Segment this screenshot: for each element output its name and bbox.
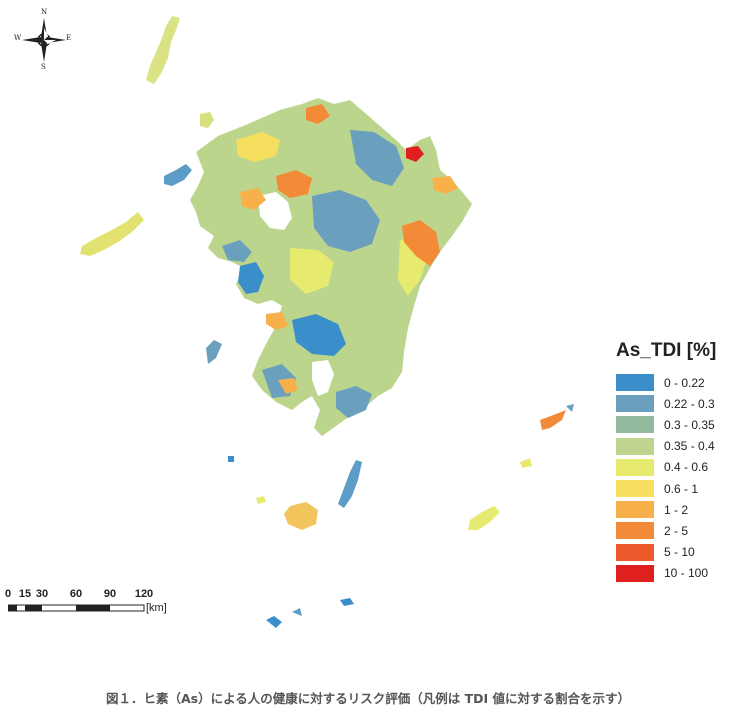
blue-zone-south [292,314,346,356]
legend-swatch [616,458,654,476]
blue-zone-west [238,262,264,294]
southern-islet-4 [340,598,354,606]
blue-zone-center [312,190,380,252]
orange-zone-south [278,378,298,394]
legend-label: 0.3 - 0.35 [664,417,715,432]
amami-oshima [540,410,566,430]
scale-bar-graphic [8,604,145,612]
scale-tick-label: 120 [134,588,154,600]
scale-tick-label: 15 [18,588,32,600]
kagoshima-bay [312,360,334,396]
compass-west-label: W [14,34,22,42]
orange-zone-northcoast [306,104,330,124]
legend-label: 0 - 0.22 [664,375,705,390]
southern-islet-2 [266,616,282,628]
legend-label: 0.6 - 1 [664,481,699,496]
scale-tick-label: 60 [69,588,83,600]
koshiki-islands [206,340,222,364]
legend-item: 0.4 - 0.6 [616,457,734,478]
compass-icon [22,18,66,62]
scale-tick-label: 0 [4,588,12,600]
legend-item: 0.35 - 0.4 [616,436,734,457]
blue-zone-osumi [336,386,372,418]
legend-swatch [616,522,654,540]
southern-islet-5 [520,458,532,468]
legend-swatch [616,480,654,498]
southern-islet-3 [292,608,302,616]
legend-item: 0.22 - 0.3 [616,393,734,414]
tsushima-island [146,16,180,84]
legend-swatch [616,437,654,455]
scale-tick-label: 30 [35,588,49,600]
legend-item: 10 - 100 [616,563,734,584]
northwest-islets [164,164,192,186]
compass-rose: N S E W [14,8,74,71]
compass-north-label: N [41,8,48,16]
blue-zone-north [350,130,404,186]
legend-items: 0 - 0.22 0.22 - 0.3 0.3 - 0.35 0.35 - 0.4 0.… [616,372,734,584]
legend-item: 2 - 5 [616,520,734,541]
ariake-sea [258,192,292,230]
compass-south-label: S [41,63,46,71]
legend-label: 0.35 - 0.4 [664,439,715,454]
orange-zone-east-coast [432,176,458,194]
legend-swatch [616,374,654,392]
legend-label: 1 - 2 [664,502,689,517]
iki-island [200,112,214,128]
map-regions [80,16,574,628]
legend-swatch [616,543,654,561]
legend-label: 0.22 - 0.3 [664,396,715,411]
yellow-zone-north [236,132,280,162]
kikai-island [566,404,574,412]
legend-item: 5 - 10 [616,542,734,563]
orange-zone-oita [402,220,440,266]
red-hotspot-kitakyushu [406,146,424,162]
legend-label: 5 - 10 [664,545,695,560]
yellow-zone-kumamoto [290,248,334,294]
tokara-islets [256,496,266,504]
legend-item: 0.6 - 1 [616,478,734,499]
legend-swatch [616,416,654,434]
scale-bar: 0 15 30 60 90 120 [km] [4,588,208,628]
legend-label: 0.4 - 0.6 [664,460,709,475]
orange-zone-kagoshima [266,312,288,330]
legend-title: As_TDI [%] [616,340,717,361]
goto-islands [80,212,144,256]
amami-islands [468,506,500,530]
legend-swatch [616,501,654,519]
scale-unit-label: [km] [146,602,167,614]
legend-swatch [616,395,654,413]
legend-item: 0 - 0.22 [616,372,734,393]
legend-swatch [616,564,654,582]
scale-tick-label: 90 [103,588,117,600]
legend-item: 0.3 - 0.35 [616,414,734,435]
legend-label: 10 - 100 [664,566,709,581]
compass-east-label: E [66,34,72,42]
legend-label: 2 - 5 [664,523,689,538]
map-legend: As_TDI [%] 0 - 0.22 0.22 - 0.3 0.3 - 0.35 0… [616,340,734,584]
orange-zone-fukuoka [276,170,312,198]
figure-caption: 図１．ヒ素（As）による人の健康に対するリスク評価（凡例は TDI 値に対する割… [106,691,630,706]
legend-item: 1 - 2 [616,499,734,520]
orange-zone-saga [240,188,266,210]
southern-islet-1 [228,456,234,462]
amakusa-islands [222,240,252,262]
tanegashima-island [338,460,362,508]
yakushima-island [284,502,318,530]
